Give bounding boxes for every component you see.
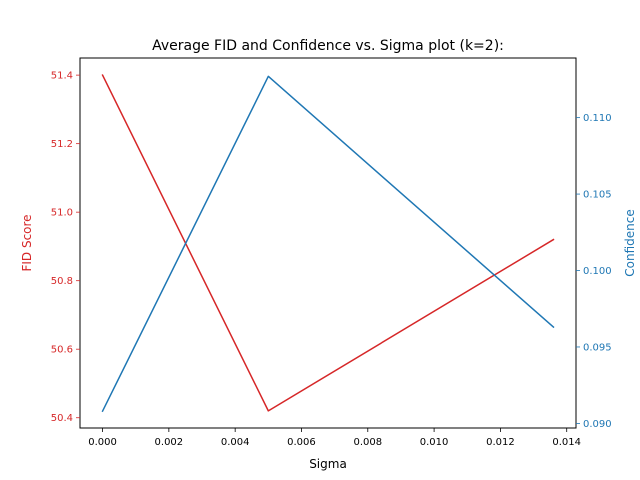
left-y-tick-label: 50.8 (51, 276, 73, 287)
right-y-tick-label: 0.090 (583, 419, 612, 430)
right-y-tick-label: 0.105 (583, 190, 612, 201)
right-y-tick-label: 0.100 (583, 266, 612, 277)
series-layer (101, 74, 555, 413)
x-tick-label: 0.002 (155, 437, 184, 448)
plot-background (80, 58, 576, 428)
x-tick-label: 0.004 (221, 437, 250, 448)
left-y-tick-label: 51.4 (51, 71, 73, 82)
x-tick-label: 0.000 (88, 437, 117, 448)
x-tick-label: 0.010 (420, 437, 449, 448)
left-y-tick-label: 51.0 (51, 208, 73, 219)
right-y-tick-label: 0.110 (583, 113, 612, 124)
axes-layer (79, 57, 577, 429)
plot-frame (79, 57, 577, 429)
right-y-ticks: 0.090 0.095 0.100 0.105 0.110 (576, 113, 612, 430)
x-tick-label: 0.008 (353, 437, 382, 448)
x-tick-label: 0.014 (552, 437, 581, 448)
chart-title: Average FID and Confidence vs. Sigma plo… (152, 38, 504, 54)
left-y-axis-label: FID Score (20, 214, 34, 271)
left-y-tick-label: 50.4 (51, 413, 73, 424)
x-axis-label: Sigma (309, 457, 347, 471)
left-y-tick-label: 51.2 (51, 139, 73, 150)
left-y-tick-label: 50.6 (51, 345, 73, 356)
right-y-axis-label: Confidence (623, 209, 637, 276)
left-y-ticks: 50.4 50.6 50.8 51.0 51.2 51.4 (51, 71, 80, 424)
right-y-tick-label: 0.095 (583, 342, 612, 353)
x-tick-label: 0.012 (486, 437, 515, 448)
x-tick-label: 0.006 (287, 437, 316, 448)
x-ticks: 0.000 0.002 0.004 0.006 0.008 0.010 0.012 0.014 (88, 428, 581, 448)
